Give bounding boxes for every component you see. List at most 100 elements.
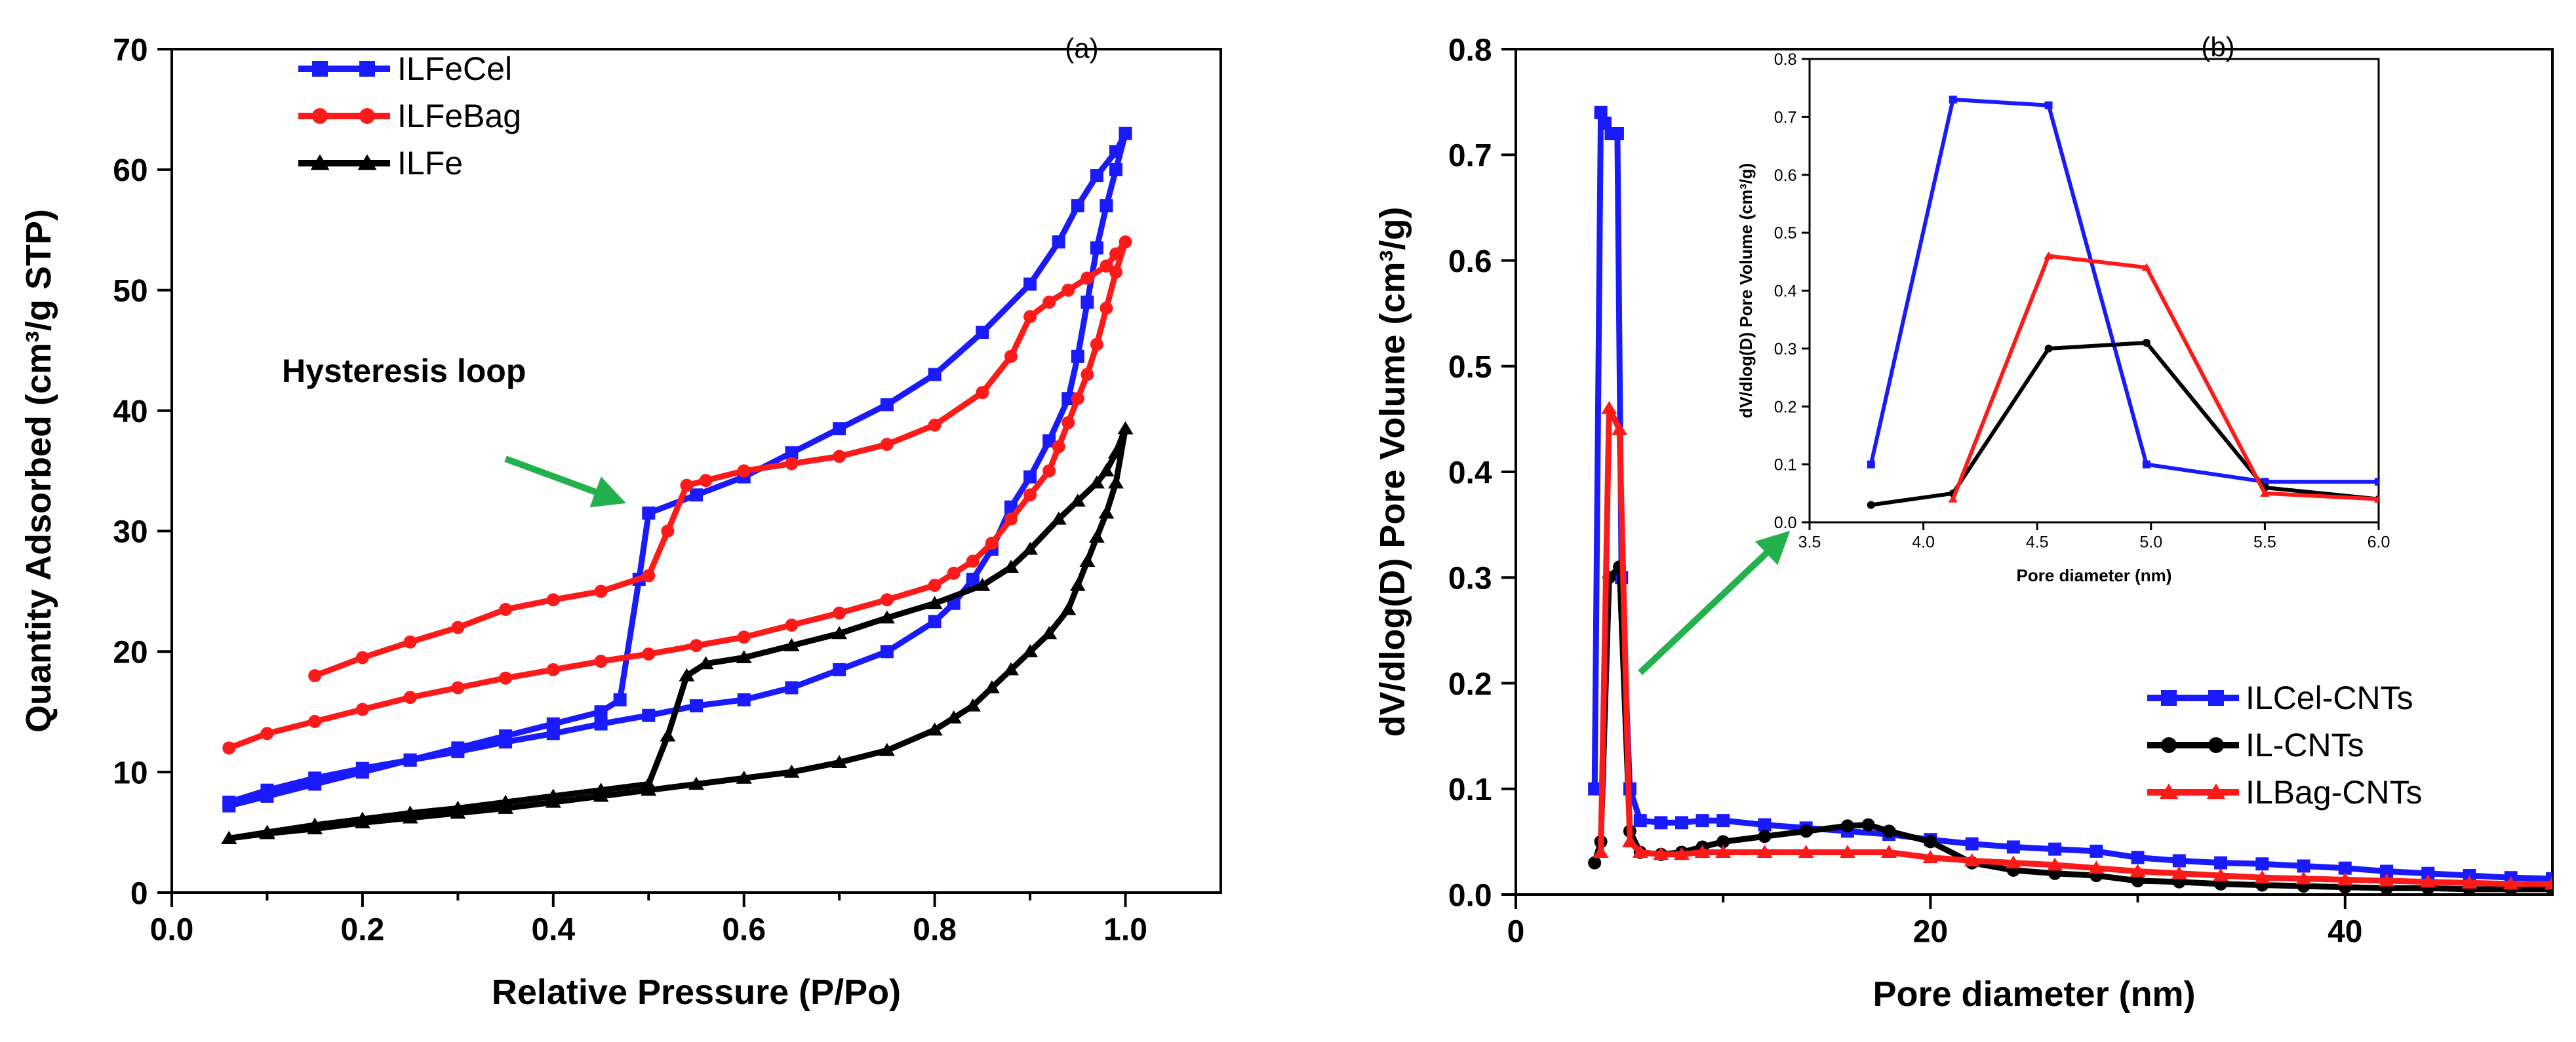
panel-a-point-ilfecel xyxy=(451,744,465,758)
panel-a-point-ilfecel xyxy=(1052,235,1065,249)
panel-a-point-ilfecel xyxy=(880,398,894,412)
panel-a-point-ilfe xyxy=(1117,421,1134,434)
panel-a-point-ilfe xyxy=(783,638,800,651)
panel-a-legend-marker xyxy=(357,154,377,170)
inset-series-line-il-cnts xyxy=(1869,341,2379,507)
panel-b-legend-label: ILCel-CNTs xyxy=(2246,680,2413,716)
panel-a-point-ilfe xyxy=(1069,493,1086,507)
panel-a-point-ilfe xyxy=(1041,626,1058,640)
panel-a-point-ilfe xyxy=(1088,475,1105,489)
panel-b-y-tick-label: 0.5 xyxy=(1448,350,1492,385)
panel-a-point-ilfebag xyxy=(737,630,751,644)
inset-x-tick-label: 4.0 xyxy=(1912,533,1935,551)
panel-a-legend-label: ILFe xyxy=(397,145,463,182)
panel-b-point-ilcel-cnts xyxy=(2006,840,2020,854)
panel-a-point-ilfebag xyxy=(355,703,369,716)
panel-b-point-ilbag-cnts xyxy=(2461,875,2478,889)
panel-a-series-line-ilfebag xyxy=(226,239,1128,751)
panel-a-point-ilfebag xyxy=(966,554,980,568)
panel-b-legend-label: ILBag-CNTs xyxy=(2246,774,2423,811)
panel-a-point-ilfebag xyxy=(642,647,656,661)
panel-b-y-tick-label: 0.8 xyxy=(1448,33,1492,68)
panel-a-point-ilfe xyxy=(1022,541,1039,555)
panel-b-point-ilbag-cnts xyxy=(1881,845,1897,859)
panel-a-legend-marker xyxy=(359,108,375,124)
inset-y-tick-label: 0.2 xyxy=(1774,398,1797,416)
panel-b-chart: 0 20 40 0.0 0.1 0.2 0.3 0.4 0.5 0.6 0.7 0.8 Pore dia… xyxy=(1373,33,2554,1014)
panel-b-x-axis-label: Pore diameter (nm) xyxy=(1873,974,2195,1014)
panel-a-point-ilfe xyxy=(641,782,657,796)
panel-b-annotation-arrow xyxy=(1638,530,1791,676)
inset-point-il-cnts xyxy=(1867,501,1875,509)
panel-a-point-ilfebag xyxy=(1100,301,1113,315)
panel-b-point-ilbag-cnts xyxy=(1673,847,1690,860)
inset-series-line-ilcel-cnts xyxy=(1869,97,2379,484)
panel-a-point-ilfe xyxy=(1003,662,1019,676)
inset-y-tick-label: 0.3 xyxy=(1774,340,1797,358)
panel-b-point-ilcel-cnts xyxy=(1633,814,1647,828)
panel-b-y-tick-label: 0.3 xyxy=(1448,562,1492,596)
panel-a-point-ilfebag xyxy=(222,741,236,755)
panel-a-legend-label: ILFeBag xyxy=(397,98,521,134)
panel-a-point-ilfebag xyxy=(690,639,703,653)
panel-a-legend-marker xyxy=(312,108,328,124)
inset-y-tick-label: 0.8 xyxy=(1774,50,1797,69)
panel-b-point-ilcel-cnts xyxy=(2380,864,2394,878)
panel-a-y-tick-label: 30 xyxy=(113,515,148,550)
panel-b-x-tick-label: 40 xyxy=(2328,914,2362,949)
panel-a-point-ilfebag xyxy=(1061,283,1075,297)
panel-b-point-ilbag-cnts xyxy=(2337,872,2353,885)
inset-y-axis-label: dV/dlog(D) Pore Volume (cm³/g) xyxy=(1736,163,1756,419)
panel-b-y-tick-label: 0.1 xyxy=(1448,773,1492,807)
panel-a-point-ilfe xyxy=(1050,511,1067,525)
panel-a-point-ilfe xyxy=(498,800,514,814)
panel-b-point-ilbag-cnts xyxy=(1715,845,1732,859)
panel-a-point-ilfecel xyxy=(594,705,608,719)
panel-a-point-ilfecel xyxy=(1100,199,1113,213)
panel-a-y-tick-label: 40 xyxy=(113,395,148,429)
panel-a-point-ilfe xyxy=(964,698,981,712)
panel-b-point-ilbag-cnts xyxy=(2379,873,2395,887)
panel-a-point-ilfebag xyxy=(947,566,961,580)
inset-y-tick-label: 0.4 xyxy=(1774,282,1797,301)
panel-a-point-ilfe xyxy=(1003,560,1019,573)
panel-a-point-ilfebag xyxy=(985,536,999,550)
panel-b-point-il-cnts xyxy=(1840,819,1854,833)
inset-point-ilbag-cnts xyxy=(1948,494,1958,503)
panel-a-point-ilfecel xyxy=(1042,434,1056,448)
panel-a-point-ilfebag xyxy=(308,669,322,683)
panel-a-point-ilfebag xyxy=(1109,265,1122,279)
panel-a-point-ilfebag xyxy=(928,418,941,432)
panel-a-point-ilfecel xyxy=(594,717,608,731)
panel-b-point-ilcel-cnts xyxy=(1965,837,1979,851)
panel-a-point-ilfecel xyxy=(642,708,656,722)
panel-a-point-ilfebag xyxy=(260,727,274,741)
panel-a-point-ilfecel xyxy=(308,771,322,785)
panel-a-y-axis-label: Quantity Adsorbed (cm³/g STP) xyxy=(19,209,58,733)
panel-b-point-ilcel-cnts xyxy=(1654,816,1668,830)
inset-x-tick-label: 6.0 xyxy=(2368,533,2390,551)
panel-a-x-tick-label: 0.6 xyxy=(722,912,766,947)
panel-a-point-ilfecel xyxy=(1119,126,1132,140)
panel-a-y-tick-label: 60 xyxy=(113,153,148,188)
panel-a-point-ilfebag xyxy=(737,464,751,478)
panel-a-point-ilfecel xyxy=(546,727,560,741)
panel-b-point-ilbag-cnts xyxy=(2171,866,2187,879)
panel-a-point-ilfecel xyxy=(222,796,236,809)
panel-b-point-ilbag-cnts xyxy=(2130,864,2146,878)
inset-point-ilcel-cnts xyxy=(2375,478,2379,486)
panel-a-point-ilfe xyxy=(974,577,991,591)
panel-b-legend-marker xyxy=(2206,783,2226,800)
panel-a-point-ilfebag xyxy=(499,671,513,685)
panel-a-point-ilfe xyxy=(736,770,752,784)
panel-a-point-ilfe xyxy=(698,656,714,670)
panel-b-legend-marker xyxy=(2208,690,2224,706)
panel-b-point-ilbag-cnts xyxy=(2295,871,2312,885)
inset-point-ilcel-cnts xyxy=(1867,460,1875,469)
panel-a-point-ilfecel xyxy=(1090,241,1103,255)
panel-a-point-ilfebag xyxy=(699,474,713,488)
panel-a-point-ilfebag xyxy=(594,654,608,668)
panel-b-point-ilbag-cnts xyxy=(1632,845,1648,859)
panel-a-point-ilfecel xyxy=(785,681,799,695)
